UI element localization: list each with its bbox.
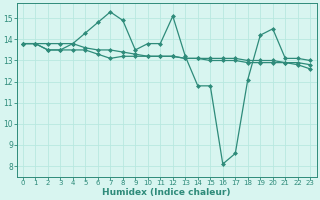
X-axis label: Humidex (Indice chaleur): Humidex (Indice chaleur) bbox=[102, 188, 231, 197]
